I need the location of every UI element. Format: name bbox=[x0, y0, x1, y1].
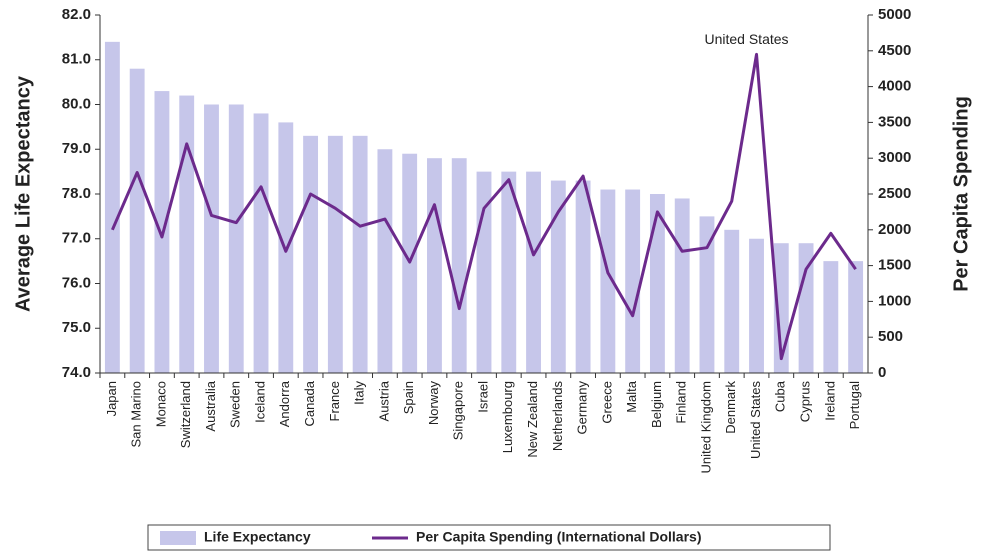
x-tick-label: San Marino bbox=[129, 381, 144, 447]
bar bbox=[228, 104, 244, 373]
y2-tick-label: 4000 bbox=[878, 78, 911, 95]
legend-swatch bbox=[160, 531, 196, 545]
x-tick-label: Ireland bbox=[822, 381, 837, 421]
y2-tick-label: 3500 bbox=[878, 113, 911, 130]
bar bbox=[327, 135, 343, 373]
x-tick-label: Netherlands bbox=[550, 381, 565, 452]
bar bbox=[550, 180, 566, 373]
bar bbox=[649, 194, 665, 373]
y2-tick-label: 2500 bbox=[878, 185, 911, 202]
x-tick-label: Austria bbox=[376, 380, 391, 421]
x-tick-label: Denmark bbox=[723, 381, 738, 434]
bar bbox=[798, 243, 814, 373]
bar bbox=[179, 95, 195, 374]
x-tick-label: Monaco bbox=[153, 381, 168, 427]
bar bbox=[352, 135, 368, 373]
x-tick-label: France bbox=[327, 381, 342, 421]
x-tick-label: Cyprus bbox=[798, 381, 813, 423]
x-tick-label: Canada bbox=[302, 380, 317, 426]
x-tick-label: Norway bbox=[426, 381, 441, 426]
bar bbox=[749, 238, 764, 373]
y2-tick-label: 3000 bbox=[878, 149, 911, 166]
y-tick-label: 78.0 bbox=[62, 185, 91, 202]
y2-tick-label: 4500 bbox=[878, 42, 911, 59]
y2-tick-label: 0 bbox=[878, 364, 886, 381]
bar bbox=[377, 149, 393, 373]
bar bbox=[526, 171, 541, 373]
bar bbox=[575, 180, 591, 373]
bar bbox=[699, 216, 715, 373]
x-tick-label: Spain bbox=[401, 381, 416, 414]
y2-tick-label: 1500 bbox=[878, 257, 911, 274]
bar bbox=[129, 68, 145, 373]
x-tick-label: Switzerland bbox=[178, 381, 193, 448]
legend-label: Life Expectancy bbox=[204, 529, 311, 545]
x-tick-label: Israel bbox=[475, 381, 490, 413]
y-tick-label: 77.0 bbox=[62, 230, 91, 247]
y-tick-label: 74.0 bbox=[62, 364, 91, 381]
y2-axis-title: Per Capita Spending bbox=[950, 96, 972, 292]
bar bbox=[674, 198, 690, 373]
x-tick-label: Malta bbox=[624, 380, 639, 413]
x-tick-label: New Zealand bbox=[525, 381, 540, 458]
x-tick-label: Andorra bbox=[277, 380, 292, 427]
y2-tick-label: 500 bbox=[878, 328, 903, 345]
y-tick-label: 81.0 bbox=[62, 51, 91, 68]
bar bbox=[451, 158, 467, 373]
bar bbox=[204, 104, 219, 373]
bar bbox=[600, 189, 616, 373]
y2-tick-label: 5000 bbox=[878, 6, 911, 23]
x-tick-label: Germany bbox=[575, 381, 590, 435]
x-tick-label: Greece bbox=[599, 381, 614, 424]
y-tick-label: 76.0 bbox=[62, 274, 91, 291]
x-tick-label: Sweden bbox=[228, 381, 243, 428]
y-tick-label: 82.0 bbox=[62, 6, 91, 23]
x-tick-label: Singapore bbox=[451, 381, 466, 440]
x-tick-label: Iceland bbox=[252, 381, 267, 423]
bar bbox=[303, 135, 319, 373]
x-tick-label: United Kingdom bbox=[698, 381, 713, 474]
x-tick-label: Portugal bbox=[847, 381, 862, 430]
y-tick-label: 75.0 bbox=[62, 319, 91, 336]
x-tick-label: Italy bbox=[352, 381, 367, 405]
bar bbox=[823, 261, 839, 373]
legend-label: Per Capita Spending (International Dolla… bbox=[416, 529, 701, 545]
y2-tick-label: 1000 bbox=[878, 292, 911, 309]
legend-box bbox=[147, 524, 831, 551]
x-tick-label: Luxembourg bbox=[500, 381, 515, 453]
bar bbox=[724, 229, 740, 373]
bar bbox=[848, 261, 864, 373]
x-tick-label: Australia bbox=[203, 380, 218, 431]
x-tick-label: Finland bbox=[674, 381, 689, 424]
y-axis-title: Average Life Expectancy bbox=[12, 75, 34, 312]
bar bbox=[501, 171, 517, 373]
x-tick-label: Japan bbox=[104, 381, 119, 416]
line bbox=[111, 52, 857, 361]
annotation: United States bbox=[704, 31, 788, 47]
y2-tick-label: 2000 bbox=[878, 221, 911, 238]
bar bbox=[427, 158, 442, 373]
y-tick-label: 79.0 bbox=[62, 140, 91, 157]
x-tick-label: Belgium bbox=[649, 381, 664, 428]
x-tick-label: Cuba bbox=[773, 380, 788, 412]
bar bbox=[104, 41, 120, 373]
y-tick-label: 80.0 bbox=[62, 95, 91, 112]
bar bbox=[625, 189, 641, 373]
bar bbox=[253, 113, 269, 373]
x-tick-label: United States bbox=[748, 381, 763, 460]
